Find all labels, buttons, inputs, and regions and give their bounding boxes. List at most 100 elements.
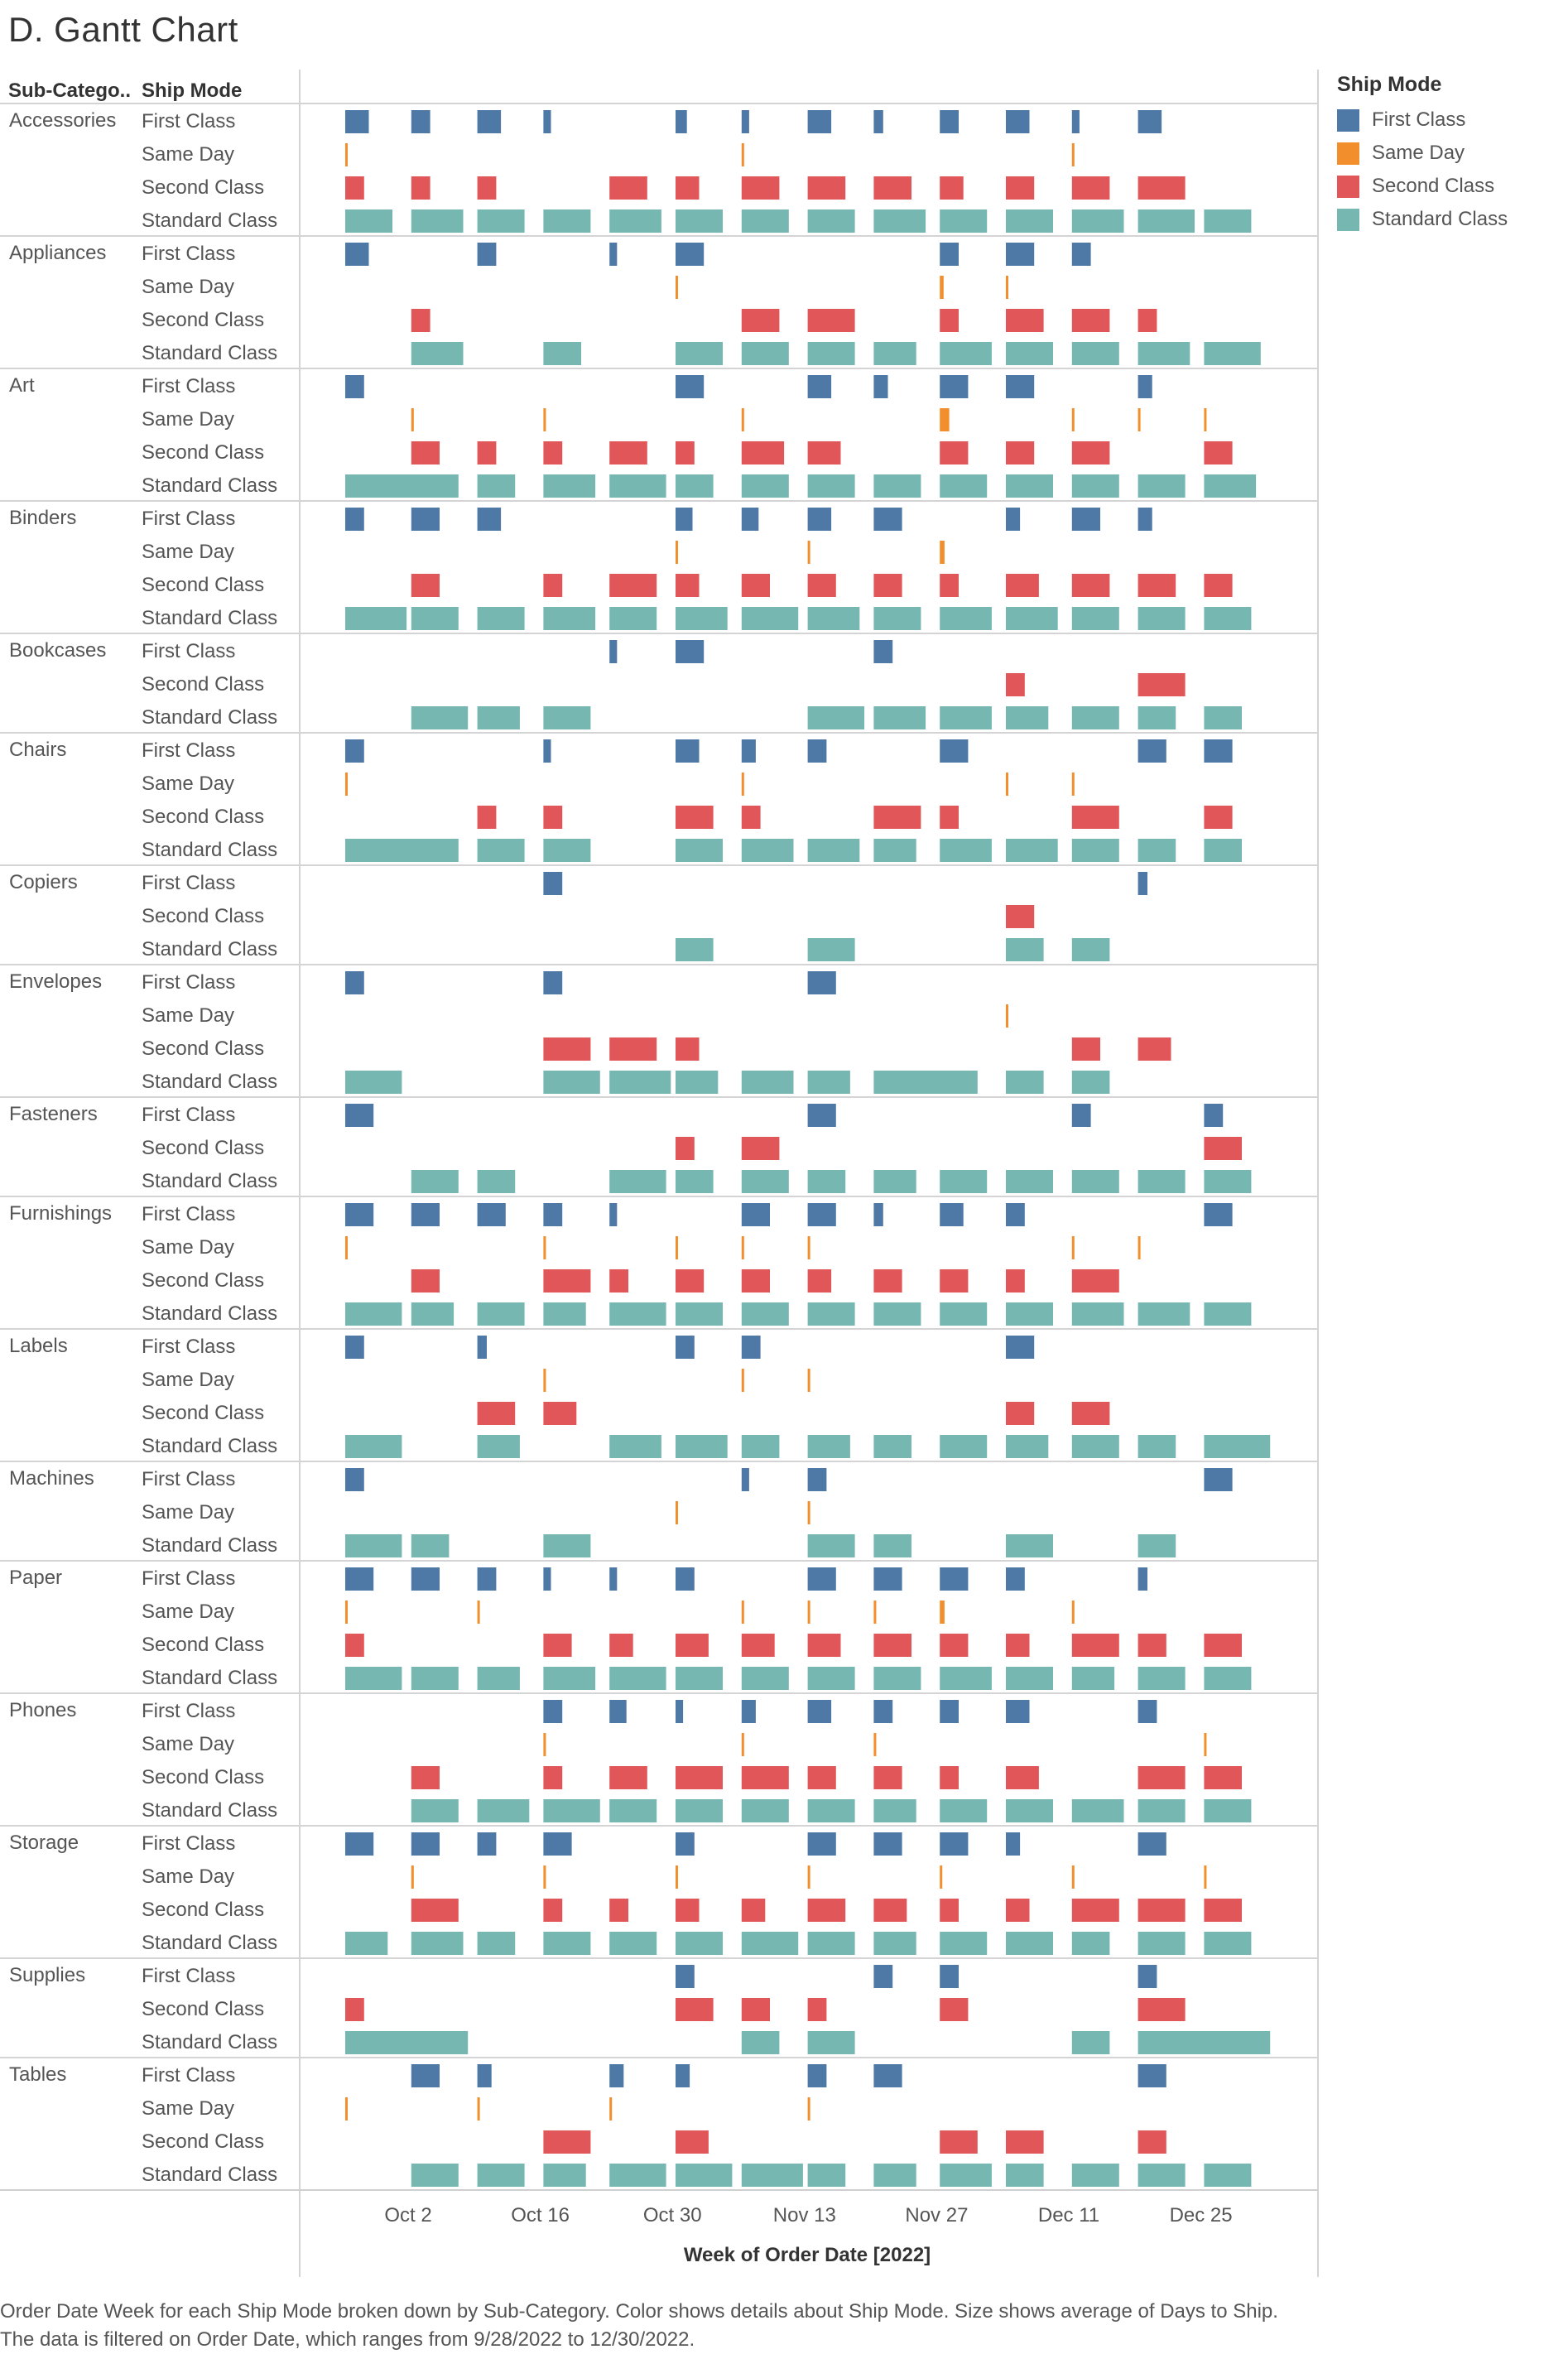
gantt-bar[interactable] — [873, 1302, 921, 1326]
gantt-bar[interactable] — [1138, 1832, 1166, 1856]
gantt-bar[interactable] — [676, 1932, 723, 1955]
gantt-bar[interactable] — [345, 607, 407, 630]
gantt-bar[interactable] — [1071, 1932, 1110, 1955]
gantt-bar[interactable] — [1071, 176, 1110, 200]
gantt-bar[interactable] — [345, 1601, 348, 1624]
gantt-bar[interactable] — [741, 806, 761, 829]
gantt-bar[interactable] — [411, 706, 469, 729]
gantt-bar[interactable] — [741, 1236, 744, 1259]
gantt-bar[interactable] — [1071, 408, 1075, 431]
gantt-bar[interactable] — [741, 1170, 789, 1193]
gantt-bar[interactable] — [807, 1534, 855, 1557]
gantt-bar[interactable] — [676, 1435, 728, 1458]
gantt-bar[interactable] — [807, 1865, 810, 1889]
gantt-bar[interactable] — [543, 408, 546, 431]
gantt-bar[interactable] — [940, 739, 969, 763]
gantt-bar[interactable] — [543, 441, 563, 465]
gantt-bar[interactable] — [807, 971, 836, 994]
gantt-bar[interactable] — [411, 1302, 455, 1326]
gantt-bar[interactable] — [676, 1567, 695, 1591]
gantt-bar[interactable] — [940, 342, 992, 365]
gantt-bar[interactable] — [1071, 806, 1119, 829]
gantt-bar[interactable] — [1071, 441, 1110, 465]
gantt-bar[interactable] — [543, 1567, 551, 1591]
gantt-bar[interactable] — [543, 739, 551, 763]
gantt-bar[interactable] — [1071, 143, 1075, 166]
gantt-bar[interactable] — [345, 773, 348, 796]
gantt-bar[interactable] — [807, 1700, 832, 1723]
gantt-bar[interactable] — [543, 1302, 586, 1326]
gantt-bar[interactable] — [1006, 1932, 1053, 1955]
gantt-bar[interactable] — [1138, 1435, 1176, 1458]
gantt-bar[interactable] — [477, 1567, 497, 1591]
gantt-bar[interactable] — [1138, 1534, 1176, 1557]
gantt-bar[interactable] — [1204, 1302, 1252, 1326]
gantt-bar[interactable] — [940, 1700, 959, 1723]
gantt-bar[interactable] — [1204, 2164, 1252, 2187]
gantt-bar[interactable] — [741, 342, 789, 365]
gantt-bar[interactable] — [609, 1302, 666, 1326]
gantt-bar[interactable] — [345, 1832, 374, 1856]
gantt-bar[interactable] — [1138, 2064, 1166, 2087]
gantt-bar[interactable] — [741, 1435, 780, 1458]
gantt-bar[interactable] — [1071, 1601, 1075, 1624]
gantt-bar[interactable] — [741, 1071, 794, 1094]
gantt-bar[interactable] — [807, 2031, 855, 2054]
gantt-bar[interactable] — [1138, 1302, 1190, 1326]
gantt-bar[interactable] — [676, 607, 728, 630]
gantt-bar[interactable] — [345, 474, 459, 498]
gantt-bar[interactable] — [940, 408, 950, 431]
gantt-bar[interactable] — [676, 2064, 690, 2087]
gantt-bar[interactable] — [940, 375, 969, 398]
gantt-bar[interactable] — [1006, 839, 1058, 862]
gantt-bar[interactable] — [741, 839, 794, 862]
gantt-bar[interactable] — [873, 508, 902, 531]
gantt-bar[interactable] — [1138, 839, 1176, 862]
gantt-bar[interactable] — [1006, 773, 1008, 796]
gantt-bar[interactable] — [676, 1137, 695, 1160]
gantt-bar[interactable] — [676, 441, 695, 465]
gantt-bar[interactable] — [807, 1236, 810, 1259]
gantt-bar[interactable] — [940, 1634, 969, 1657]
gantt-bar[interactable] — [1138, 1700, 1157, 1723]
gantt-bar[interactable] — [1006, 209, 1053, 233]
gantt-bar[interactable] — [477, 839, 525, 862]
gantt-bar[interactable] — [807, 1269, 832, 1293]
gantt-bar[interactable] — [345, 1567, 374, 1591]
gantt-bar[interactable] — [1204, 739, 1233, 763]
gantt-bar[interactable] — [676, 1865, 678, 1889]
gantt-bar[interactable] — [477, 474, 516, 498]
gantt-bar[interactable] — [873, 1700, 893, 1723]
gantt-bar[interactable] — [1006, 2130, 1044, 2154]
gantt-bar[interactable] — [543, 872, 563, 895]
gantt-bar[interactable] — [940, 1567, 969, 1591]
gantt-bar[interactable] — [1006, 309, 1044, 332]
gantt-bar[interactable] — [411, 1203, 440, 1226]
gantt-bar[interactable] — [609, 1667, 666, 1690]
gantt-bar[interactable] — [873, 1634, 911, 1657]
gantt-bar[interactable] — [676, 276, 678, 299]
gantt-bar[interactable] — [807, 1435, 850, 1458]
gantt-bar[interactable] — [1071, 1302, 1124, 1326]
gantt-bar[interactable] — [1006, 441, 1035, 465]
gantt-bar[interactable] — [1006, 938, 1044, 961]
gantt-bar[interactable] — [543, 1269, 591, 1293]
gantt-bar[interactable] — [807, 1071, 850, 1094]
gantt-bar[interactable] — [345, 2097, 348, 2121]
gantt-bar[interactable] — [477, 2164, 525, 2187]
gantt-bar[interactable] — [940, 541, 945, 564]
legend-item-same-day[interactable]: Same Day — [1337, 137, 1508, 170]
gantt-bar[interactable] — [609, 1634, 633, 1657]
gantt-bar[interactable] — [1006, 1766, 1039, 1789]
gantt-bar[interactable] — [609, 243, 618, 266]
gantt-bar[interactable] — [1071, 1435, 1119, 1458]
gantt-bar[interactable] — [1071, 1269, 1119, 1293]
gantt-bar[interactable] — [345, 1236, 348, 1259]
gantt-bar[interactable] — [1071, 1170, 1119, 1193]
gantt-bar[interactable] — [1138, 739, 1166, 763]
gantt-bar[interactable] — [1138, 209, 1195, 233]
gantt-bar[interactable] — [477, 2097, 480, 2121]
gantt-bar[interactable] — [1138, 1998, 1186, 2021]
gantt-bar[interactable] — [609, 1170, 666, 1193]
gantt-bar[interactable] — [676, 243, 705, 266]
